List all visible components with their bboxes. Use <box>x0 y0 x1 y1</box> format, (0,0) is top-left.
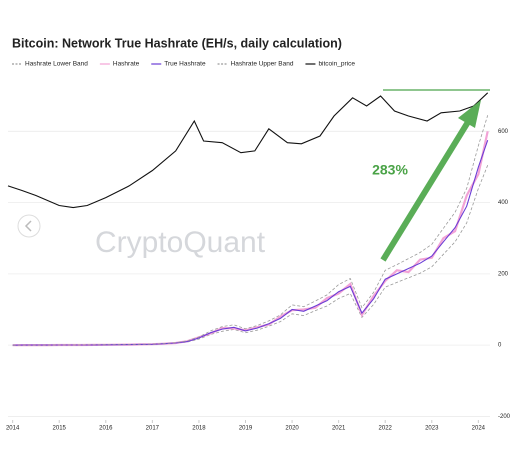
y-tick-label: -200 <box>498 414 510 420</box>
arrow-head <box>458 100 481 128</box>
series-line <box>12 140 489 346</box>
legend-label: Hashrate <box>113 61 140 68</box>
watermark: CryptoQuant <box>95 226 266 259</box>
y-tick-label: 400 <box>498 200 509 206</box>
nav-icon <box>24 220 32 232</box>
legend-label: True Hashrate <box>164 61 206 68</box>
x-tick-label: 2024 <box>472 426 486 432</box>
y-tick-label: 600 <box>498 129 509 135</box>
y-tick-label: 200 <box>498 271 509 277</box>
legend-label: bitcoin_price <box>318 61 355 68</box>
x-tick-label: 2023 <box>425 426 439 432</box>
y-tick-label: 0 <box>498 343 502 349</box>
nav-button[interactable] <box>17 214 41 238</box>
series-line <box>12 165 489 346</box>
annotation: 283% <box>372 162 408 178</box>
x-tick-label: 2020 <box>285 426 299 432</box>
x-tick-label: 2019 <box>239 426 253 432</box>
series-line <box>12 115 489 346</box>
legend-label: Hashrate Lower Band <box>25 61 88 68</box>
x-tick-label: 2018 <box>192 426 206 432</box>
x-tick-label: 2015 <box>53 426 67 432</box>
series-line <box>7 92 489 209</box>
x-tick-label: 2014 <box>6 426 20 432</box>
chart-title: Bitcoin: Network True Hashrate (EH/s, da… <box>12 36 342 50</box>
x-tick-label: 2021 <box>332 426 346 432</box>
legend-label: Hashrate Upper Band <box>231 61 294 68</box>
arrow-shaft <box>380 120 471 262</box>
x-tick-label: 2017 <box>146 426 160 432</box>
x-tick-label: 2016 <box>99 426 113 432</box>
x-tick-label: 2022 <box>379 426 393 432</box>
